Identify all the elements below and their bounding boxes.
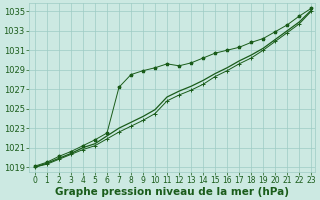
X-axis label: Graphe pression niveau de la mer (hPa): Graphe pression niveau de la mer (hPa) (55, 187, 289, 197)
